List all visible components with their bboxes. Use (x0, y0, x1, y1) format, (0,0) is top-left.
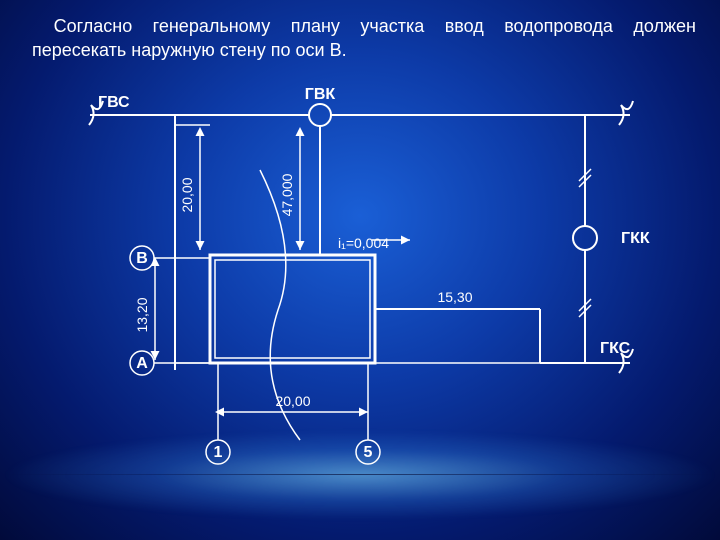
svg-text:15,30: 15,30 (437, 289, 472, 305)
svg-text:В: В (136, 250, 148, 267)
svg-text:А: А (136, 355, 148, 372)
svg-text:13,20: 13,20 (134, 297, 150, 332)
plan-diagram: ГВКГВСГКСГККВА1520,0047,00013,2015,3020,… (0, 80, 720, 540)
svg-text:ГКС: ГКС (600, 340, 631, 357)
svg-text:1: 1 (214, 444, 223, 461)
description-text: Согласно генеральному плану участка ввод… (32, 14, 696, 63)
svg-text:i₁=0,004: i₁=0,004 (338, 235, 389, 251)
svg-text:47,000: 47,000 (279, 173, 295, 216)
svg-text:ГКК: ГКК (621, 230, 650, 247)
svg-text:ГВК: ГВК (305, 86, 336, 103)
slide-stage: Согласно генеральному плану участка ввод… (0, 0, 720, 540)
svg-text:5: 5 (364, 444, 373, 461)
svg-text:20,00: 20,00 (179, 177, 195, 212)
svg-text:ГВС: ГВС (98, 94, 130, 111)
